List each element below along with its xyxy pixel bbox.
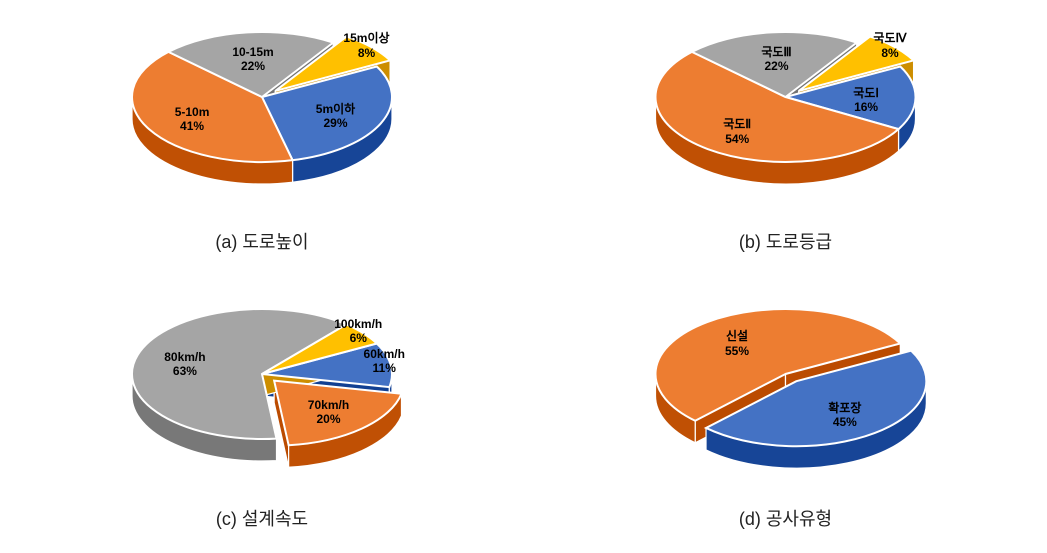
- pie-svg-a: [0, 0, 524, 210]
- panel-c: 60km/h11%70km/h20%80km/h63%100km/h6%: [0, 277, 524, 499]
- pie-a: 5m이하29%5-10m41%10-15m22%15m이상8%: [0, 0, 524, 210]
- pie-c: 60km/h11%70km/h20%80km/h63%100km/h6%: [0, 277, 524, 487]
- pie-b: 국도Ⅰ16%국도Ⅱ54%국도Ⅲ22%국도Ⅳ8%: [524, 0, 1047, 210]
- pie-svg-c: [0, 277, 524, 487]
- panel-b: 국도Ⅰ16%국도Ⅱ54%국도Ⅲ22%국도Ⅳ8%: [524, 0, 1047, 222]
- caption-b-cell: (b) 도로등급: [524, 222, 1047, 276]
- caption-b: (b) 도로등급: [524, 222, 1047, 264]
- pie-svg-d: [524, 277, 1047, 487]
- panel-a: 5m이하29%5-10m41%10-15m22%15m이상8%: [0, 0, 524, 222]
- panel-d: 확포장45%신설55%: [524, 277, 1047, 499]
- pie-svg-b: [524, 0, 1047, 210]
- caption-d-cell: (d) 공사유형: [524, 499, 1047, 553]
- pie-d: 확포장45%신설55%: [524, 277, 1047, 487]
- caption-d: (d) 공사유형: [524, 499, 1047, 541]
- caption-c: (c) 설계속도: [0, 499, 524, 541]
- caption-c-cell: (c) 설계속도: [0, 499, 524, 553]
- caption-a-cell: (a) 도로높이: [0, 222, 524, 276]
- chart-grid: 5m이하29%5-10m41%10-15m22%15m이상8% 국도Ⅰ16%국도…: [0, 0, 1047, 553]
- caption-a: (a) 도로높이: [0, 222, 524, 264]
